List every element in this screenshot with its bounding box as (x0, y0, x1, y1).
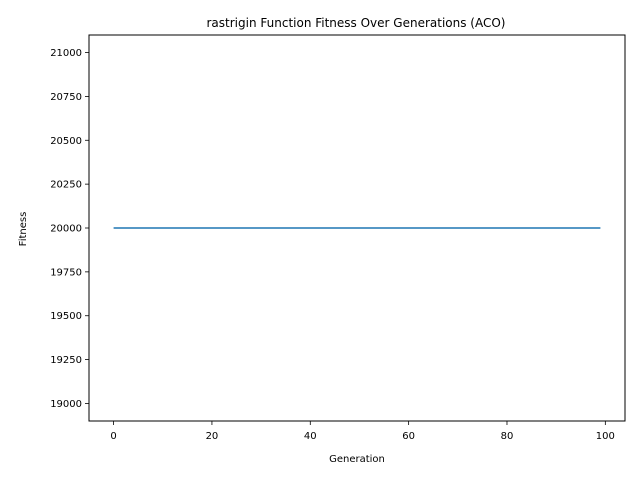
x-tick-label: 20 (206, 431, 219, 442)
y-tick-label: 21000 (50, 48, 82, 59)
x-axis-label: Generation (329, 454, 385, 465)
y-tick-label: 19000 (50, 399, 82, 410)
y-axis: 19000 19250 19500 19750 20000 20250 20500 20750… (50, 48, 89, 410)
x-tick-label: 60 (402, 431, 415, 442)
y-axis-label: Fitness (18, 212, 29, 247)
x-tick-label: 80 (501, 431, 514, 442)
x-axis: 0 20 40 60 80 100 (110, 421, 615, 442)
chart-title: rastrigin Function Fitness Over Generati… (207, 16, 506, 30)
x-tick-label: 100 (596, 431, 615, 442)
y-tick-label: 20250 (50, 180, 82, 191)
y-tick-label: 19500 (50, 311, 82, 322)
y-tick-label: 20000 (50, 224, 82, 235)
y-tick-label: 19750 (50, 267, 82, 278)
y-tick-label: 20750 (50, 92, 82, 103)
x-tick-label: 0 (110, 431, 116, 442)
y-tick-label: 19250 (50, 355, 82, 366)
x-tick-label: 40 (304, 431, 317, 442)
y-tick-label: 20500 (50, 136, 82, 147)
